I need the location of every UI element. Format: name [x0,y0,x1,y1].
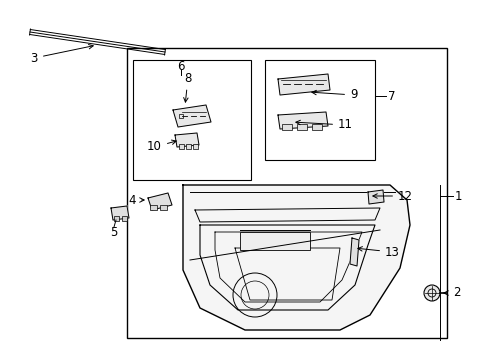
Text: 10: 10 [147,140,176,153]
Bar [282,124,291,130]
Polygon shape [148,193,172,210]
Text: 9: 9 [311,89,357,102]
Bar [114,216,119,221]
Bar [311,124,321,130]
Polygon shape [111,206,129,220]
Polygon shape [367,190,383,204]
Polygon shape [278,112,327,129]
Text: 7: 7 [387,90,395,103]
Polygon shape [183,185,409,330]
Bar [160,205,167,210]
Text: 13: 13 [357,246,399,258]
Polygon shape [349,238,358,266]
Text: 6: 6 [177,59,184,72]
Text: 3: 3 [31,45,93,64]
Text: 12: 12 [372,189,412,202]
Text: 1: 1 [454,189,462,202]
Text: 4: 4 [128,194,144,207]
Bar [179,114,183,118]
Bar [133,60,250,180]
Bar [185,144,191,149]
Polygon shape [175,133,199,147]
Bar [193,144,198,149]
Text: 5: 5 [110,226,118,239]
Bar [240,232,309,250]
Bar [296,124,306,130]
Bar [264,60,374,160]
Bar [179,144,183,149]
Bar [122,216,127,221]
Bar [150,205,157,210]
Text: 2: 2 [443,287,460,300]
Polygon shape [173,105,210,127]
Circle shape [423,285,439,301]
Text: 11: 11 [295,118,352,131]
Polygon shape [278,74,329,95]
Bar [127,48,446,338]
Text: 8: 8 [183,72,191,102]
